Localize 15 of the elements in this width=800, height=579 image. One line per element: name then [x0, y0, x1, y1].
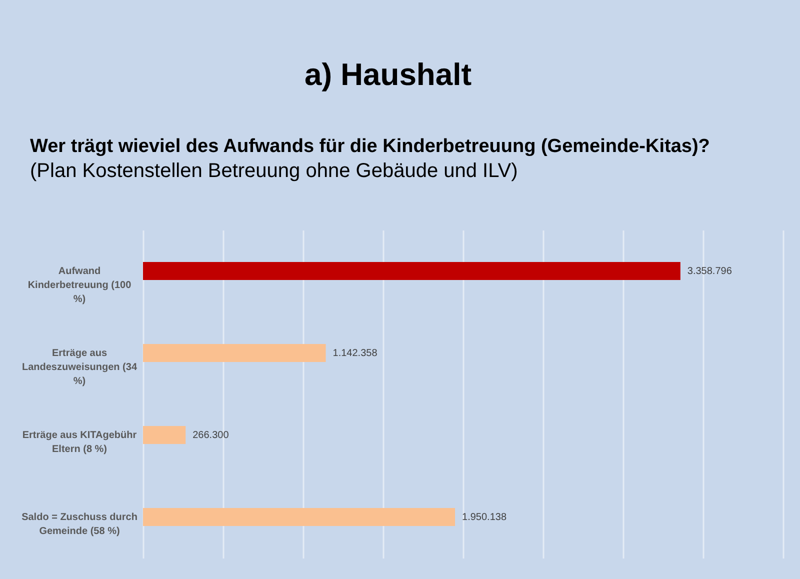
- bar: [143, 262, 680, 280]
- chart-title: a) Haushalt: [304, 57, 472, 92]
- data-label: 1.950.138: [462, 512, 507, 523]
- data-label: 1.142.358: [332, 348, 378, 359]
- data-label: 3.358.796: [687, 266, 732, 277]
- data-label: 266.300: [192, 430, 230, 441]
- y-tick-label: Saldo = Zuschuss durch Gemeinde (58 %): [22, 512, 138, 537]
- bar: [143, 508, 456, 526]
- bar: [143, 426, 186, 444]
- y-tick-label: Erträge aus Landeszuweisungen (34 %): [22, 348, 138, 387]
- y-tick-label: Erträge aus KITAgebühr Eltern (8 %): [22, 430, 137, 455]
- text: (Plan Kostenstellen Betreuung ohne Gebäude und ILV): [30, 160, 518, 182]
- chart-subtitle: Wer trägt wieviel des Aufwands für die Kinderbetreuung (Gemeinde-Kitas)?: [30, 136, 710, 157]
- y-tick-label: Aufwand Kinderbetreuung (100 %): [28, 266, 132, 305]
- bar: [143, 344, 326, 362]
